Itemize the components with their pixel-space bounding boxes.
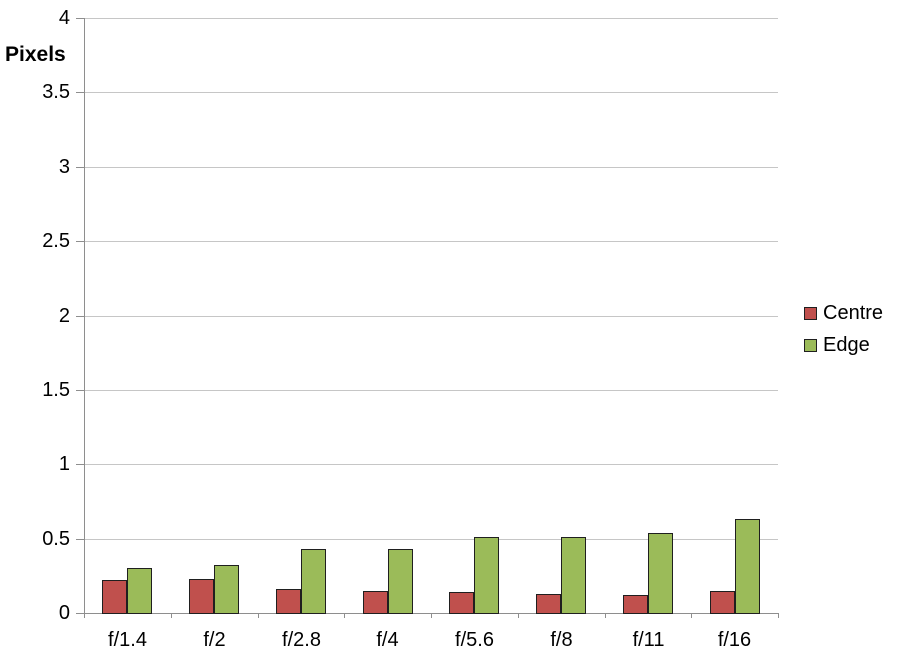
bar-centre-5 xyxy=(449,592,474,614)
bar-edge-2 xyxy=(214,565,239,614)
y-tick-label: 1 xyxy=(58,453,70,475)
bar-centre-7 xyxy=(623,595,648,614)
gridline xyxy=(84,316,778,317)
x-axis-tick xyxy=(171,613,172,618)
y-tick-label: 0.5 xyxy=(42,528,70,550)
x-tick-label: f/4 xyxy=(376,629,399,651)
x-tick-label: f/2.8 xyxy=(282,629,321,651)
y-axis-tick xyxy=(76,613,84,614)
x-tick-label: f/5.6 xyxy=(455,629,494,651)
legend-swatch-edge xyxy=(804,339,817,352)
x-tick-label: f/1.4 xyxy=(108,629,147,651)
bar-centre-1 xyxy=(102,580,127,614)
legend-item-centre: Centre xyxy=(804,303,883,324)
y-axis-title: Pixels xyxy=(5,43,66,66)
x-axis-tick xyxy=(258,613,259,618)
y-tick-label: 0 xyxy=(58,602,70,624)
gridline xyxy=(84,390,778,391)
gridline xyxy=(84,18,778,19)
bar-edge-1 xyxy=(127,568,152,614)
x-axis-tick xyxy=(778,613,779,618)
x-axis-tick xyxy=(691,613,692,618)
gridline xyxy=(84,241,778,242)
y-tick-label: 4 xyxy=(58,7,70,29)
x-axis-tick xyxy=(431,613,432,618)
x-tick-label: f/16 xyxy=(717,629,752,651)
bar-edge-5 xyxy=(474,537,499,614)
x-axis-tick xyxy=(605,613,606,618)
legend-swatch-centre xyxy=(804,307,817,320)
bar-centre-3 xyxy=(276,589,301,614)
gridline xyxy=(84,92,778,93)
bar-centre-2 xyxy=(189,579,214,614)
y-tick-label: 2.5 xyxy=(42,230,70,252)
bar-centre-6 xyxy=(536,594,561,614)
y-tick-label: 2 xyxy=(58,305,70,327)
x-axis-tick xyxy=(84,613,85,618)
bar-edge-4 xyxy=(388,549,413,614)
gridline xyxy=(84,167,778,168)
y-tick-label: 3.5 xyxy=(42,81,70,103)
x-axis-tick xyxy=(344,613,345,618)
gridline xyxy=(84,539,778,540)
bar-edge-6 xyxy=(561,537,586,614)
x-tick-label: f/11 xyxy=(632,629,665,651)
y-axis-tick xyxy=(76,390,84,391)
y-axis-tick xyxy=(76,241,84,242)
gridline xyxy=(84,464,778,465)
bar-edge-3 xyxy=(301,549,326,614)
bar-edge-7 xyxy=(648,533,673,614)
legend-label-edge: Edge xyxy=(823,334,870,356)
x-axis-tick xyxy=(518,613,519,618)
bar-centre-4 xyxy=(363,591,388,614)
legend: Centre Edge xyxy=(804,303,883,367)
x-tick-label: f/2 xyxy=(203,629,226,651)
bar-centre-8 xyxy=(710,591,735,614)
y-tick-label: 1.5 xyxy=(42,379,70,401)
y-axis-tick xyxy=(76,18,84,19)
y-axis-tick xyxy=(76,92,84,93)
y-tick-label: 3 xyxy=(58,156,70,178)
y-axis-tick xyxy=(76,167,84,168)
legend-item-edge: Edge xyxy=(804,335,883,356)
legend-label-centre: Centre xyxy=(823,302,884,324)
y-axis-tick xyxy=(76,539,84,540)
x-tick-label: f/8 xyxy=(550,629,573,651)
bar-edge-8 xyxy=(735,519,760,614)
y-axis-tick xyxy=(76,316,84,317)
y-axis-tick xyxy=(76,464,84,465)
x-axis-line xyxy=(84,613,779,614)
y-axis-line xyxy=(84,18,85,614)
